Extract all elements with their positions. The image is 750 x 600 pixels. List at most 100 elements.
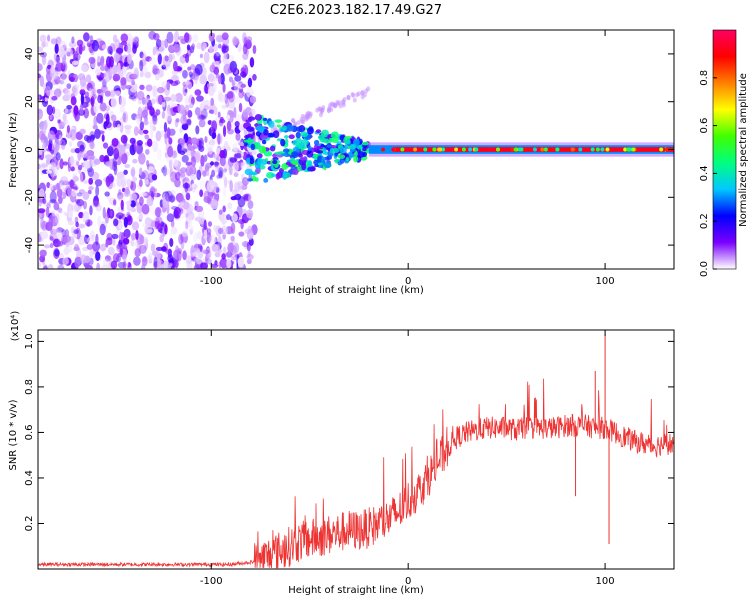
heatmap-cell xyxy=(487,147,492,152)
heatmap-cell xyxy=(144,56,152,62)
colorbar-tick-label: 0.6 xyxy=(699,118,710,134)
heatmap-cell xyxy=(171,53,176,60)
heatmap-cell xyxy=(285,161,291,166)
heatmap-cell xyxy=(77,164,83,171)
y-tick-label: 0.2 xyxy=(24,516,35,532)
heatmap-cell xyxy=(192,34,199,43)
heatmap-cell xyxy=(76,192,83,197)
heatmap-cell xyxy=(495,147,500,152)
heatmap-cell xyxy=(217,235,222,247)
heatmap-cell xyxy=(102,258,110,267)
heatmap-cell xyxy=(183,32,190,43)
heatmap-cell xyxy=(555,147,560,152)
heatmap-cell xyxy=(197,230,202,240)
snr-frame xyxy=(37,329,675,570)
heatmap-cell xyxy=(154,217,160,222)
heatmap-cell xyxy=(153,33,160,41)
heatmap-cell xyxy=(665,147,670,152)
heatmap-cell xyxy=(168,172,173,179)
heatmap-cell xyxy=(57,196,63,204)
heatmap-cell xyxy=(95,251,101,262)
heatmap-cell xyxy=(228,54,234,62)
heatmap-cell xyxy=(182,182,190,189)
heatmap-cell xyxy=(133,256,141,266)
heatmap-cell xyxy=(122,253,127,263)
heatmap-cell xyxy=(71,36,75,44)
heatmap-cell xyxy=(52,184,61,191)
heatmap-cell xyxy=(202,170,207,177)
heatmap-cell xyxy=(83,160,90,168)
heatmap-cell xyxy=(43,124,47,135)
heatmap-cell xyxy=(234,114,242,123)
heatmap-cell xyxy=(244,168,253,176)
colorbar-tick-label: 0.8 xyxy=(699,70,710,86)
heatmap-cell xyxy=(135,229,139,241)
heatmap-cell xyxy=(188,71,194,78)
heatmap-cell xyxy=(125,84,132,90)
heatmap-cell xyxy=(248,108,256,116)
heatmap-cell xyxy=(659,147,664,152)
heatmap-cell xyxy=(137,106,142,118)
heatmap-cell xyxy=(221,104,227,110)
heatmap-cell xyxy=(256,125,265,132)
heatmap-cell xyxy=(189,165,197,177)
heatmap-cell xyxy=(120,199,124,210)
heatmap-cell xyxy=(73,105,79,116)
heatmap-cell xyxy=(141,170,149,180)
heatmap-cell xyxy=(126,203,132,212)
x-tick-label: 0 xyxy=(405,276,411,287)
heatmap-cell xyxy=(184,104,190,113)
heatmap-cell xyxy=(199,179,207,191)
heatmap-cell xyxy=(142,222,147,228)
heatmap-cell xyxy=(42,142,47,153)
heatmap-cell xyxy=(231,250,238,261)
heatmap-cell xyxy=(148,56,157,66)
heatmap-cell xyxy=(570,147,575,152)
heatmap-cell xyxy=(167,146,174,158)
heatmap-cell xyxy=(186,225,194,232)
heatmap-cell xyxy=(120,134,128,144)
heatmap-cell xyxy=(238,231,245,237)
heatmap-cell xyxy=(291,160,299,166)
heatmap-cell xyxy=(108,90,116,98)
heatmap-cell xyxy=(38,199,42,207)
heatmap-cell xyxy=(349,143,357,150)
heatmap-cell xyxy=(117,194,123,201)
heatmap-cell xyxy=(213,53,217,61)
heatmap-cell xyxy=(320,129,330,138)
heatmap-cell xyxy=(39,51,47,58)
heatmap-cell xyxy=(246,229,254,240)
heatmap-cell xyxy=(209,234,217,246)
heatmap-cell xyxy=(115,225,119,236)
heatmap-cell xyxy=(182,69,188,79)
heatmap-cell xyxy=(50,38,58,45)
heatmap-cell xyxy=(80,82,87,91)
heatmap-cell xyxy=(182,201,190,210)
heatmap-cell xyxy=(282,171,287,176)
heatmap-cell xyxy=(60,73,67,85)
bottom-x-axis-label: Height of straight line (km) xyxy=(288,585,424,596)
heatmap-cell xyxy=(134,248,141,258)
heatmap-cell xyxy=(87,168,92,173)
heatmap-cell xyxy=(211,169,216,178)
heatmap-cell xyxy=(190,137,199,145)
heatmap-cell xyxy=(196,42,202,50)
heatmap-cell xyxy=(200,108,208,120)
heatmap-cell xyxy=(361,141,369,146)
heatmap-cell xyxy=(230,196,237,201)
heatmap-cell xyxy=(89,257,94,266)
heatmap-cell xyxy=(113,52,120,63)
heatmap-cell xyxy=(356,91,361,97)
heatmap-cell xyxy=(120,76,127,86)
heatmap-cell xyxy=(353,155,359,163)
heatmap-cell xyxy=(133,142,139,152)
top-y-axis-label: Frequency (Hz) xyxy=(8,112,19,188)
heatmap-cell xyxy=(240,173,245,181)
heatmap-cell xyxy=(247,251,251,258)
heatmap-cell xyxy=(50,65,56,74)
heatmap-cell xyxy=(178,233,184,245)
heatmap-cell xyxy=(216,147,221,155)
snr-panel: -100 0 100 0.2 0.4 0.6 0.8 1.0 Height of strai… xyxy=(8,311,675,596)
heatmap-cell xyxy=(295,126,303,133)
heatmap-cell xyxy=(135,143,144,155)
